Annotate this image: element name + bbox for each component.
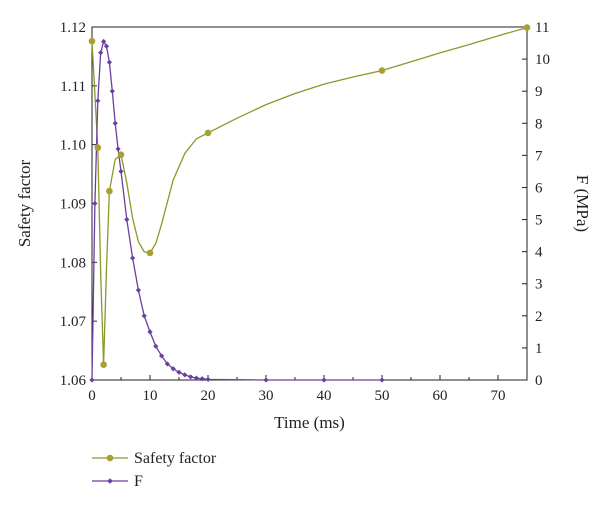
data-point-f (153, 343, 159, 349)
y-left-tick-label: 1.10 (60, 138, 86, 154)
data-point-f (112, 120, 118, 126)
x-tick-label: 10 (143, 388, 158, 404)
data-point-f (147, 329, 153, 335)
data-point-f (199, 376, 205, 382)
x-axis-title: Time (ms) (274, 413, 345, 432)
y-right-tick-label: 1 (535, 341, 543, 357)
x-tick-label: 50 (375, 388, 390, 404)
data-point-f (188, 374, 194, 380)
series-layer (88, 24, 531, 383)
y-left-tick-label: 1.09 (60, 197, 86, 213)
data-point-f (98, 50, 104, 56)
y-left-tick-label: 1.12 (60, 20, 86, 36)
series-line-f (91, 39, 382, 381)
y-right-tick-label: 11 (535, 20, 549, 36)
y-right-tick-label: 4 (535, 245, 543, 261)
data-point-f (101, 38, 107, 45)
legend-label-f: F (134, 473, 143, 490)
data-point-f (124, 216, 130, 223)
data-point-f (118, 168, 124, 175)
y-right-tick-label: 10 (535, 52, 550, 68)
y-axis-right-title: F (MPa) (573, 175, 592, 232)
data-point-f (379, 377, 385, 383)
data-point-f (106, 59, 112, 65)
data-point-f (89, 377, 95, 383)
legend-item-safety-factor: Safety factor (92, 450, 217, 467)
legend-marker-f (107, 478, 113, 484)
legend-label-safety-factor: Safety factor (134, 450, 217, 467)
plot-area (91, 26, 528, 381)
y-right-tick-label: 5 (535, 213, 543, 229)
data-point-safety-factor (88, 37, 96, 45)
data-point-f (205, 376, 211, 382)
data-point-safety-factor (523, 24, 531, 31)
data-point-f (115, 146, 121, 152)
plot-border (91, 26, 528, 381)
data-point-safety-factor (378, 67, 386, 74)
x-tick-label: 20 (201, 388, 216, 404)
y-right-tick-label: 2 (535, 309, 543, 325)
y-left-tick-label: 1.08 (60, 255, 86, 271)
y-right-tick-label: 7 (535, 148, 543, 164)
data-point-f (170, 366, 176, 372)
data-point-f (164, 361, 170, 367)
y-left-tick-label: 1.11 (60, 79, 86, 95)
y-right-tick-label: 9 (535, 84, 543, 100)
x-tick-label: 0 (88, 388, 96, 404)
data-point-safety-factor (106, 187, 113, 195)
data-point-safety-factor (146, 249, 154, 257)
data-point-f (109, 88, 115, 94)
legend-marker-safety-factor (106, 454, 114, 462)
data-point-f (103, 43, 110, 49)
series-line-safety-factor (91, 26, 528, 365)
y-axis-right: 0 1 2 3 4 5 6 7 8 9 10 11 (522, 20, 550, 389)
data-point-f (321, 377, 327, 383)
y-axis-left: 1.06 1.07 1.08 1.09 1.10 1.11 1.12 (60, 20, 97, 389)
x-tick-label: 30 (259, 388, 274, 404)
data-point-safety-factor (94, 144, 102, 151)
data-point-f (130, 255, 136, 261)
y-axis-left-title: Safety factor (15, 160, 34, 248)
data-point-f (92, 200, 98, 207)
legend: Safety factor F (92, 450, 217, 490)
data-point-safety-factor (100, 361, 107, 369)
y-right-tick-label: 8 (535, 116, 543, 132)
data-point-f (182, 372, 188, 378)
data-point-f (263, 377, 269, 383)
data-point-f (95, 98, 101, 104)
data-point-f (135, 287, 141, 293)
y-right-tick-label: 6 (535, 180, 543, 196)
x-tick-label: 40 (317, 388, 332, 404)
data-point-safety-factor (117, 151, 125, 158)
y-right-tick-label: 0 (535, 373, 543, 389)
data-point-f (176, 369, 182, 375)
y-right-tick-label: 3 (535, 277, 543, 293)
legend-item-f: F (92, 473, 143, 490)
y-left-tick-label: 1.07 (60, 314, 87, 330)
data-point-f (193, 375, 199, 381)
x-tick-label: 60 (433, 388, 448, 404)
x-tick-label: 70 (491, 388, 506, 404)
y-left-tick-label: 1.06 (60, 373, 87, 389)
data-point-f (159, 353, 165, 359)
data-point-safety-factor (204, 129, 212, 137)
data-point-f (141, 313, 147, 319)
x-axis: 0 10 20 30 40 50 60 70 (88, 375, 506, 404)
